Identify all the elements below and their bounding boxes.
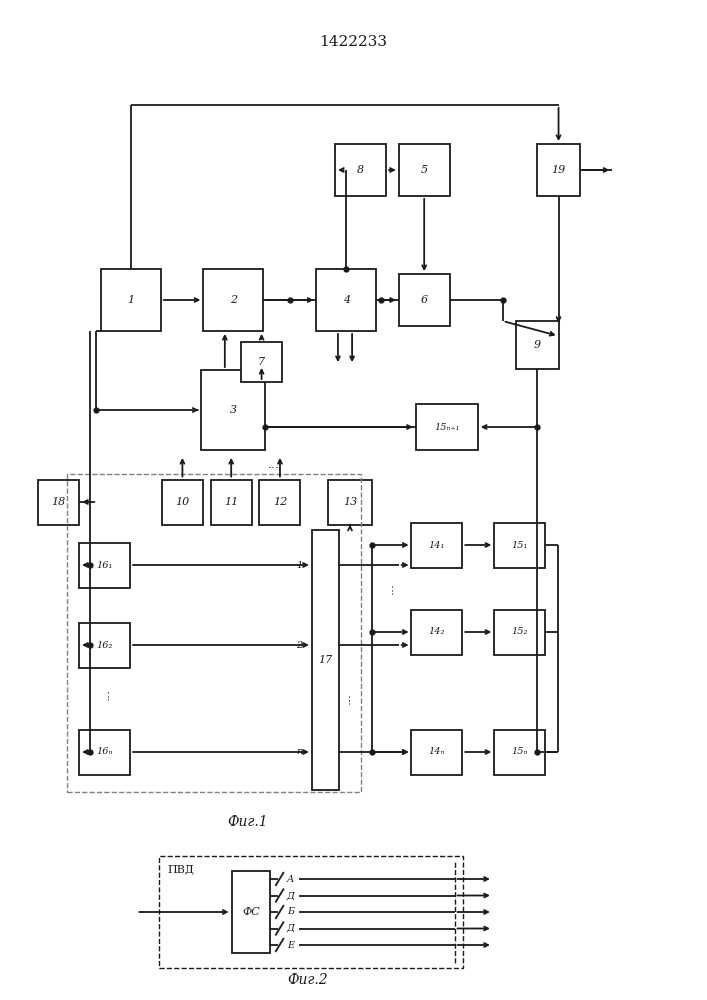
Text: 15ₙ: 15ₙ	[511, 748, 528, 756]
Text: 13: 13	[343, 497, 357, 507]
Text: 3: 3	[230, 405, 237, 415]
Text: ...: ...	[339, 692, 352, 704]
Text: 8: 8	[357, 165, 364, 175]
Bar	[399, 144, 450, 196]
Bar	[317, 269, 376, 331]
Text: 15₂: 15₂	[511, 628, 528, 637]
Text: 5: 5	[421, 165, 428, 175]
Text: 1: 1	[296, 560, 302, 570]
Bar	[312, 530, 339, 790]
Text: 1: 1	[127, 295, 134, 305]
Text: 14₁: 14₁	[428, 540, 445, 550]
Bar	[201, 370, 265, 450]
Bar	[411, 609, 462, 654]
Bar	[411, 522, 462, 568]
Text: ...: ...	[267, 458, 279, 471]
Bar	[328, 480, 372, 524]
Text: 16ₙ: 16ₙ	[96, 748, 113, 756]
Text: 18: 18	[52, 497, 66, 507]
Text: 2: 2	[230, 295, 237, 305]
Text: 16₂: 16₂	[96, 641, 113, 650]
Text: Д: Д	[287, 891, 295, 900]
Text: 12: 12	[273, 497, 287, 507]
Text: А: А	[287, 874, 294, 884]
Bar	[494, 730, 545, 774]
Bar	[399, 274, 450, 326]
Text: 6: 6	[421, 295, 428, 305]
Bar	[494, 522, 545, 568]
Bar	[67, 474, 361, 792]
Text: ФС: ФС	[242, 907, 260, 917]
Text: 15ₙ₊₁: 15ₙ₊₁	[434, 422, 460, 432]
Bar	[79, 622, 130, 668]
Text: 17: 17	[318, 655, 332, 665]
Bar	[159, 856, 463, 968]
Text: 4: 4	[343, 295, 350, 305]
Bar	[79, 730, 130, 774]
Text: 14₂: 14₂	[428, 628, 445, 637]
Text: ПВД: ПВД	[168, 864, 194, 874]
Bar	[494, 609, 545, 654]
Text: 7: 7	[258, 357, 265, 367]
Bar	[516, 321, 559, 369]
Text: Д: Д	[287, 924, 295, 933]
Bar	[537, 144, 580, 196]
Bar	[211, 480, 252, 524]
Bar	[241, 342, 282, 382]
Text: Е: Е	[287, 940, 294, 950]
Text: ...: ...	[383, 582, 396, 594]
Text: 14ₙ: 14ₙ	[428, 748, 445, 756]
Text: 10: 10	[175, 497, 189, 507]
Bar	[79, 542, 130, 587]
Text: 2: 2	[296, 641, 302, 650]
Text: Фиг.2: Фиг.2	[287, 973, 328, 987]
Bar	[335, 144, 386, 196]
Bar	[411, 730, 462, 774]
Bar	[204, 269, 264, 331]
Text: Фиг.1: Фиг.1	[227, 815, 268, 829]
Text: n: n	[296, 748, 302, 756]
Bar	[100, 269, 160, 331]
Text: Б: Б	[287, 908, 294, 916]
Text: 15₁: 15₁	[511, 540, 528, 550]
Bar	[38, 480, 79, 524]
Bar	[416, 404, 478, 450]
Text: 11: 11	[224, 497, 238, 507]
Text: 1422233: 1422233	[320, 35, 387, 49]
Text: ...: ...	[98, 688, 111, 700]
Text: 16₁: 16₁	[96, 560, 113, 570]
Text: 19: 19	[551, 165, 566, 175]
Bar	[259, 480, 300, 524]
Bar	[231, 871, 270, 953]
Text: 9: 9	[534, 340, 541, 350]
Bar	[162, 480, 203, 524]
